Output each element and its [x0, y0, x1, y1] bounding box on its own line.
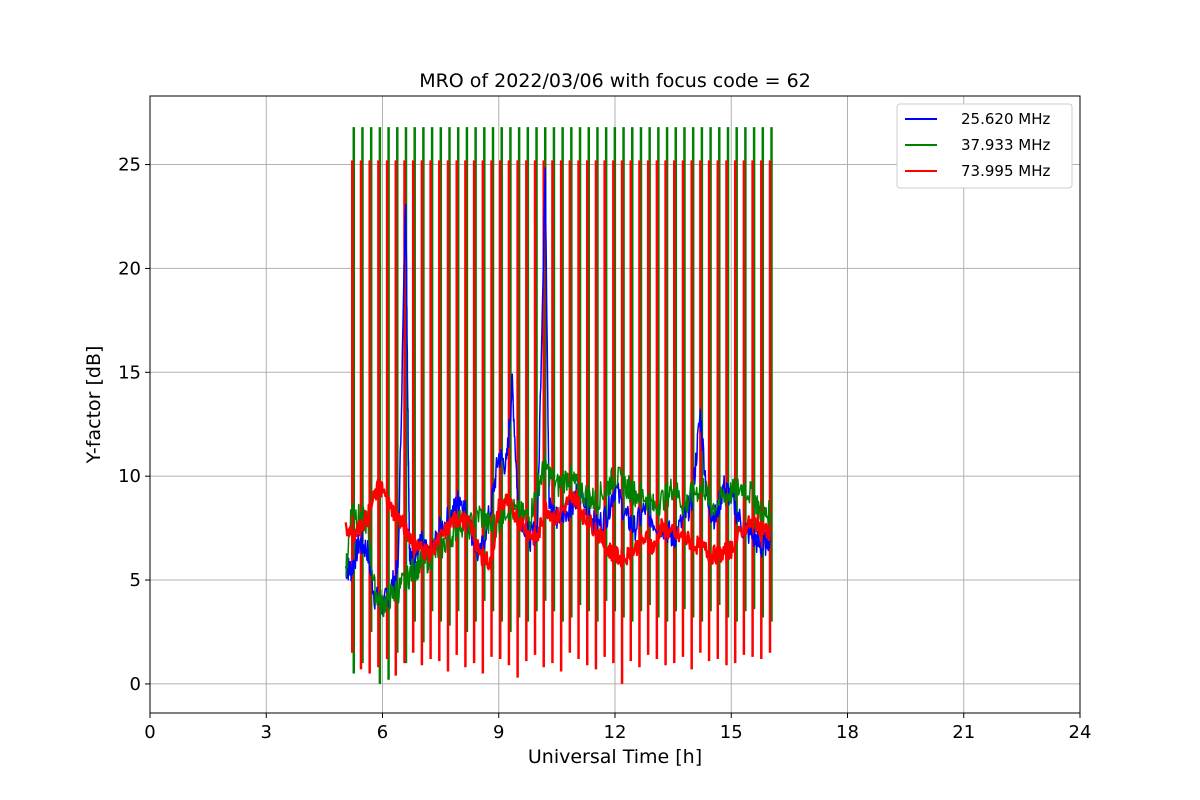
x-tick-label: 6 [377, 722, 388, 743]
legend-box [896, 103, 1073, 189]
x-tick-label: 18 [836, 722, 859, 743]
y-tick-label: 10 [118, 466, 141, 487]
series-line-3 [344, 478, 771, 571]
x-tick-label: 15 [720, 722, 743, 743]
x-axis-title: Universal Time [h] [528, 746, 702, 768]
x-tick-label: 12 [604, 722, 627, 743]
data-series [344, 167, 771, 618]
legend-label: 25.620 MHz [961, 110, 1050, 128]
legend-label: 73.995 MHz [961, 162, 1050, 180]
chart-title: MRO of 2022/03/06 with focus code = 62 [419, 70, 811, 92]
y-tick-label: 25 [118, 155, 141, 176]
y-tick-label: 0 [130, 674, 141, 695]
series-line-1 [344, 167, 771, 617]
y-axis-title: Y-factor [dB] [83, 346, 105, 465]
y-tick-label: 15 [118, 362, 141, 383]
x-tick-label: 3 [261, 722, 272, 743]
y-tick-label: 5 [130, 570, 141, 591]
axis-ticks: 0 3 6 9 12 15 18 21 24 0 5 10 15 20 25 [118, 155, 1091, 743]
series-line-2 [345, 452, 771, 618]
calibration-spikes [351, 127, 773, 684]
x-tick-label: 0 [144, 722, 155, 743]
legend: 25.620 MHz 37.933 MHz 73.995 MHz [896, 103, 1073, 189]
legend-label: 37.933 MHz [961, 136, 1050, 154]
x-tick-label: 24 [1069, 722, 1092, 743]
y-tick-label: 20 [118, 258, 141, 279]
x-tick-label: 9 [493, 722, 504, 743]
x-tick-label: 21 [952, 722, 975, 743]
